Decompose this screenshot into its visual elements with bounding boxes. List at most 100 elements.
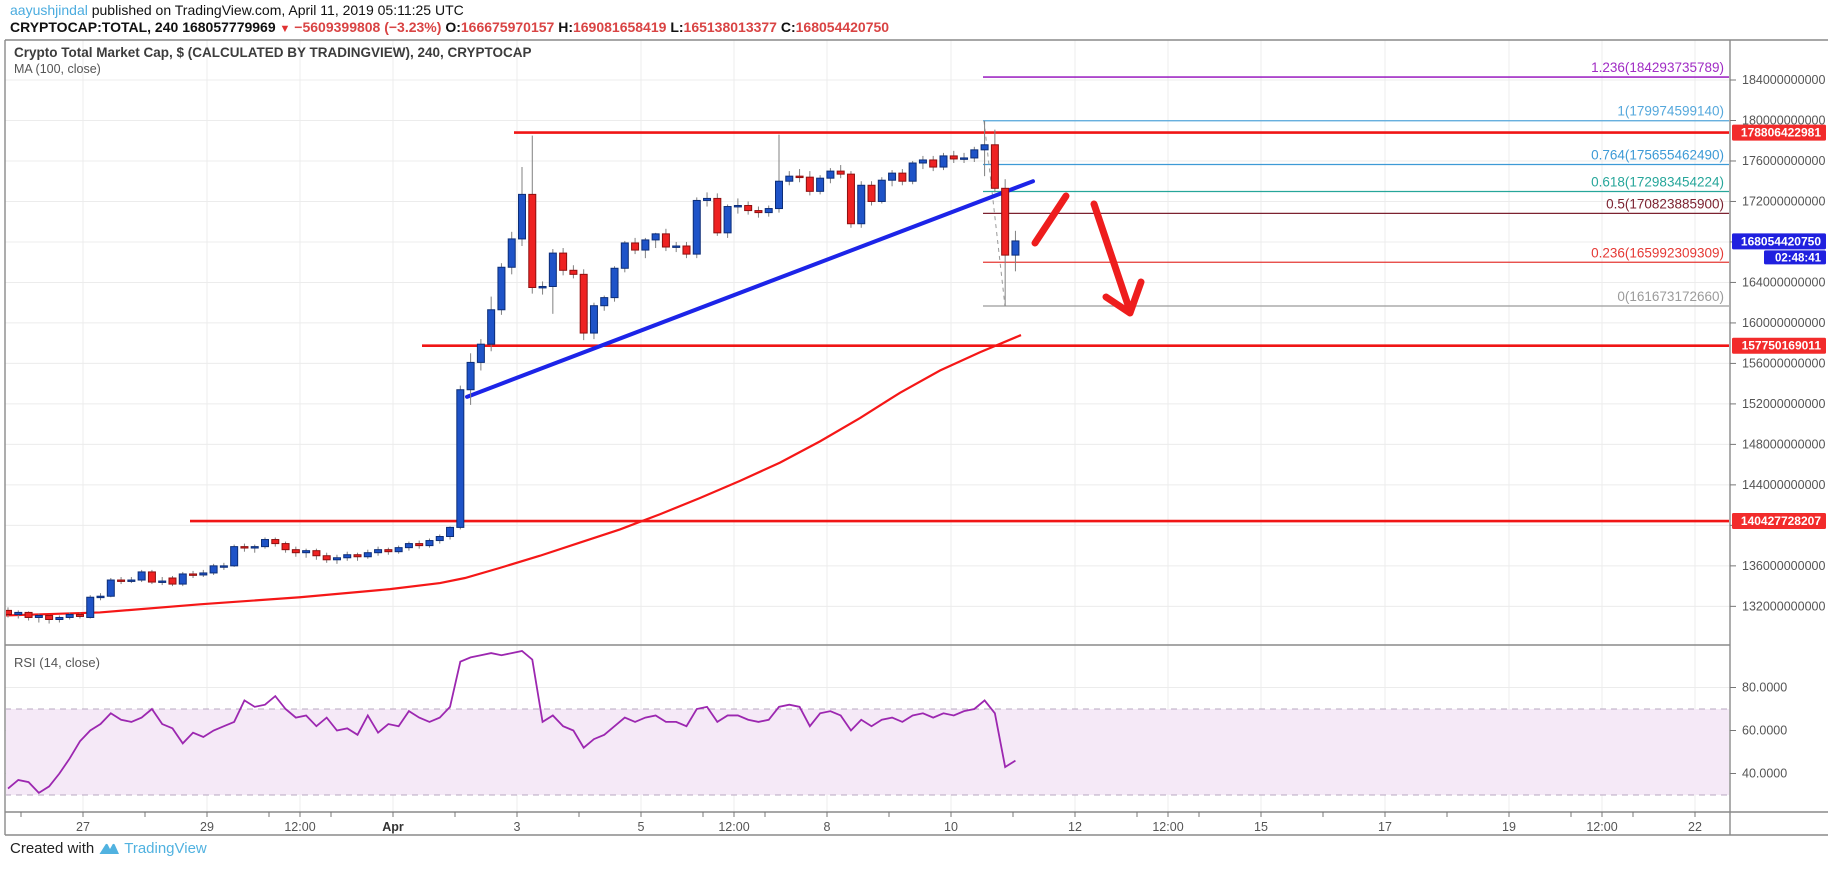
rsi-axis-label: 40.0000 <box>1742 767 1787 781</box>
candle-down <box>846 173 855 225</box>
time-axis-label: 12:00 <box>284 820 315 834</box>
candle-up <box>877 179 886 202</box>
price-badge-label: 02:48:41 <box>1775 252 1822 264</box>
time-axis-label: 12:00 <box>1586 820 1617 834</box>
price-badge-label: 157750169011 <box>1742 339 1822 353</box>
price-axis[interactable]: 184000000000 180000000000 176000000000 1720… <box>1730 73 1826 781</box>
candle-down <box>312 550 321 557</box>
chart-title[interactable]: Crypto Total Market Cap, $ (CALCULATED B… <box>14 45 532 60</box>
candle-up <box>723 206 732 234</box>
open-value: 166675970157 <box>460 19 555 35</box>
annotation-arrows[interactable] <box>1031 192 1145 317</box>
candle-up <box>888 172 897 181</box>
trend-line[interactable] <box>465 179 1035 399</box>
candle-up <box>250 546 259 549</box>
candle-down <box>744 205 753 212</box>
ma-indicator-label[interactable]: MA (100, close) <box>14 62 101 76</box>
rsi-indicator-label[interactable]: RSI (14, close) <box>14 655 100 670</box>
candle-up <box>96 595 105 599</box>
candle-down <box>569 269 578 275</box>
price-axis-label: 152000000000 <box>1742 397 1825 411</box>
price-axis-label: 180000000000 <box>1742 113 1825 127</box>
candle-up <box>497 266 506 311</box>
candle-down <box>682 245 691 255</box>
candle-up <box>127 579 136 582</box>
price-axis-badge <box>1732 233 1826 250</box>
candle-up <box>199 572 208 576</box>
open-label: O: <box>445 19 461 35</box>
time-axis-label: 8 <box>824 820 831 834</box>
candle-up <box>1011 240 1020 256</box>
price-axis-label: 176000000000 <box>1742 154 1825 168</box>
symbol-status-bar: CRYPTOCAP:TOTAL, 240 168057779969 ▼ −560… <box>10 19 889 35</box>
candle-up <box>456 389 465 528</box>
price-axis-label: 156000000000 <box>1742 356 1825 370</box>
candle-down <box>117 579 126 582</box>
tradingview-logo-icon[interactable] <box>98 841 120 856</box>
candle-up <box>785 175 794 182</box>
time-axis[interactable]: 27 29 12:00 Apr 3 5 12:00 8 10 12 12:00 15 17 19 12:00… <box>20 812 1702 834</box>
down-triangle-icon: ▼ <box>279 23 291 35</box>
price-badge-label: 178806422981 <box>1741 126 1821 140</box>
candle-up <box>939 155 948 168</box>
time-axis-label: 5 <box>638 820 645 834</box>
candle-up <box>826 170 835 179</box>
author-link[interactable]: aayushjindal <box>10 2 88 18</box>
close-label: C: <box>780 19 796 35</box>
last-price: 168057779969 <box>182 19 276 35</box>
candle-up <box>435 536 444 542</box>
candle-down <box>867 184 876 202</box>
candle-down <box>189 573 198 576</box>
ma100-line <box>6 334 1022 617</box>
candle-up <box>918 159 927 164</box>
red-arrow <box>1031 192 1070 247</box>
candle-down <box>24 611 33 618</box>
candle-down <box>271 539 280 545</box>
red-arrow-head <box>1102 278 1145 317</box>
candle-down <box>898 172 907 182</box>
low-value: 165138013377 <box>683 19 777 35</box>
symbol-name[interactable]: CRYPTOCAP:TOTAL, 240 <box>10 19 179 35</box>
fib-level-label: 0.618(172983454224) <box>1591 175 1724 190</box>
candle-up <box>230 546 239 567</box>
candle-up <box>219 565 228 568</box>
candle-down <box>631 242 640 251</box>
price-badge-label: 168054420750 <box>1741 234 1821 248</box>
candle-up <box>209 565 218 574</box>
candle-up <box>775 180 783 210</box>
fib-level-label: 0.764(175655462490) <box>1591 147 1724 162</box>
candle-up <box>651 233 660 241</box>
candle-up <box>692 199 701 255</box>
candle-down <box>322 555 331 561</box>
high-label: H: <box>558 19 573 35</box>
time-axis-label: 3 <box>514 820 521 834</box>
candle-down <box>805 176 814 192</box>
time-axis-label: 27 <box>76 820 90 834</box>
candle-up <box>980 144 989 151</box>
price-axis-label: 172000000000 <box>1742 194 1825 208</box>
tradingview-logo-text[interactable]: TradingView <box>124 840 207 857</box>
price-badge-label: 140427728207 <box>1741 514 1821 528</box>
candle-down <box>291 549 300 554</box>
price-axis-label: 164000000000 <box>1742 275 1825 289</box>
candle-up <box>394 547 403 553</box>
candle-up <box>960 157 969 160</box>
candle-up <box>302 550 311 554</box>
time-axis-label: 12 <box>1068 820 1082 834</box>
candle-up <box>404 543 413 549</box>
candle-down <box>990 144 999 189</box>
candle-up <box>610 267 619 299</box>
candle-down <box>45 614 54 621</box>
candle-up <box>703 197 712 201</box>
time-axis-label: Apr <box>382 820 404 834</box>
attribution-text: published on TradingView.com, April 11, … <box>87 2 464 18</box>
candle-up <box>178 573 187 585</box>
fib-level-label: 0.5(170823885900) <box>1606 196 1724 211</box>
candle-up <box>857 184 866 225</box>
candle-up <box>137 571 146 581</box>
candle-down <box>929 159 938 168</box>
candle-down <box>384 549 393 553</box>
candle-up <box>65 613 74 618</box>
